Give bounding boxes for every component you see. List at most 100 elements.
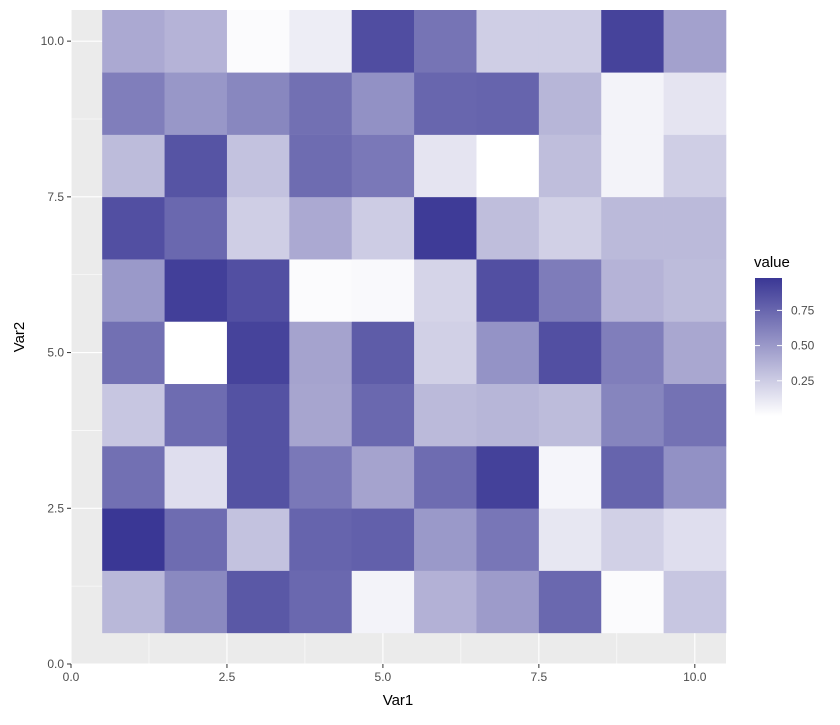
legend-ticks: 0.25 0.50 0.75 bbox=[755, 303, 815, 388]
heatmap-cell bbox=[289, 10, 353, 73]
heatmap-cell bbox=[476, 508, 540, 571]
heatmap-cell bbox=[663, 321, 727, 385]
heatmap-cell bbox=[351, 134, 415, 198]
heatmap-cell bbox=[164, 259, 228, 322]
heatmap-cell bbox=[102, 259, 165, 322]
legend-title: value bbox=[754, 254, 790, 271]
heatmap-cell bbox=[289, 446, 353, 509]
heatmap-cell bbox=[414, 508, 477, 571]
heatmap-cell bbox=[102, 134, 165, 198]
heatmap-cell bbox=[102, 446, 165, 509]
heatmap-cell bbox=[351, 508, 415, 571]
heatmap-cell bbox=[601, 259, 664, 322]
x-tick-label: 0.0 bbox=[63, 670, 80, 684]
heatmap-cell bbox=[289, 508, 353, 571]
heatmap-cell bbox=[476, 259, 540, 322]
heatmap-cell bbox=[164, 10, 228, 73]
heatmap-cell bbox=[289, 321, 353, 385]
heatmap-cell bbox=[476, 446, 540, 509]
heatmap-cell bbox=[351, 321, 415, 385]
heatmap-cell bbox=[601, 10, 664, 73]
heatmap-cell bbox=[476, 570, 540, 634]
heatmap-cell bbox=[476, 134, 540, 198]
heatmap-cell bbox=[102, 72, 165, 135]
heatmap-cell bbox=[226, 196, 290, 260]
heatmap-cell bbox=[476, 383, 540, 447]
x-tick-label: 2.5 bbox=[219, 670, 236, 684]
heatmap-cell bbox=[538, 570, 602, 634]
heatmap-cell bbox=[663, 72, 727, 135]
heatmap-cell bbox=[226, 508, 290, 571]
heatmap-cell bbox=[414, 72, 477, 135]
heatmap-cell bbox=[663, 10, 727, 73]
heatmap-cell bbox=[538, 321, 602, 385]
heatmap-cell bbox=[164, 321, 228, 385]
y-tick-label: 7.5 bbox=[47, 190, 64, 204]
heatmap-cell bbox=[538, 383, 602, 447]
y-axis: 0.0 2.5 5.0 7.5 10.0 bbox=[41, 34, 71, 671]
heatmap-cell bbox=[289, 196, 353, 260]
heatmap-cell bbox=[538, 196, 602, 260]
heatmap-cell bbox=[164, 134, 228, 198]
heatmap-cell bbox=[164, 196, 228, 260]
heatmap-cell bbox=[351, 383, 415, 447]
legend-colorbar bbox=[755, 278, 782, 416]
heatmap-cell bbox=[351, 10, 415, 73]
legend: value 0.25 0.50 0.75 bbox=[754, 254, 815, 416]
heatmap-cell bbox=[226, 134, 290, 198]
heatmap-cell bbox=[663, 570, 727, 634]
x-tick-label: 7.5 bbox=[531, 670, 548, 684]
legend-tick-label: 0.50 bbox=[791, 339, 815, 353]
heatmap-cell bbox=[476, 72, 540, 135]
heatmap-cell bbox=[538, 10, 602, 73]
heatmap-cell bbox=[601, 508, 664, 571]
legend-tick-label: 0.75 bbox=[791, 303, 815, 317]
heatmap-cell bbox=[289, 259, 353, 322]
heatmap-cell bbox=[601, 196, 664, 260]
heatmap-cell bbox=[663, 259, 727, 322]
heatmap-cell bbox=[351, 570, 415, 634]
heatmap-cell bbox=[102, 570, 165, 634]
heatmap-cell bbox=[601, 446, 664, 509]
heatmap-cell bbox=[663, 446, 727, 509]
y-tick-label: 10.0 bbox=[41, 34, 65, 48]
heatmap-cell bbox=[538, 259, 602, 322]
y-tick-label: 5.0 bbox=[47, 346, 64, 360]
heatmap-cell bbox=[164, 446, 228, 509]
heatmap-cell bbox=[102, 508, 165, 571]
heatmap-cell bbox=[663, 508, 727, 571]
heatmap-cell bbox=[226, 10, 290, 73]
heatmap-cell bbox=[476, 10, 540, 73]
heatmap-cell bbox=[102, 196, 165, 260]
legend-tick-label: 0.25 bbox=[791, 374, 815, 388]
heatmap-cell bbox=[226, 383, 290, 447]
x-axis: 0.0 2.5 5.0 7.5 10.0 bbox=[63, 664, 707, 684]
heatmap-cell bbox=[289, 383, 353, 447]
heatmap-cell bbox=[414, 446, 477, 509]
heatmap-cell bbox=[289, 570, 353, 634]
heatmap-cell bbox=[538, 446, 602, 509]
heatmap-cell bbox=[601, 72, 664, 135]
heatmap-cell bbox=[663, 383, 727, 447]
heatmap-cell bbox=[414, 10, 477, 73]
heatmap-cell bbox=[102, 383, 165, 447]
heatmap-cell bbox=[226, 72, 290, 135]
heatmap-cell bbox=[164, 72, 228, 135]
heatmap-cell bbox=[476, 321, 540, 385]
y-tick-label: 2.5 bbox=[47, 501, 64, 515]
heatmap-cell bbox=[226, 259, 290, 322]
x-tick-label: 10.0 bbox=[683, 670, 707, 684]
heatmap-cell bbox=[164, 508, 228, 571]
heatmap-cell bbox=[164, 383, 228, 447]
heatmap-cell bbox=[351, 446, 415, 509]
heatmap-cell bbox=[601, 321, 664, 385]
y-axis-title: Var2 bbox=[11, 322, 28, 353]
heatmap-cell bbox=[102, 321, 165, 385]
heatmap-cell bbox=[102, 10, 165, 73]
heatmap-cell bbox=[289, 134, 353, 198]
heatmap-cell bbox=[351, 196, 415, 260]
heatmap-cell bbox=[414, 196, 477, 260]
heatmap-cell bbox=[351, 72, 415, 135]
